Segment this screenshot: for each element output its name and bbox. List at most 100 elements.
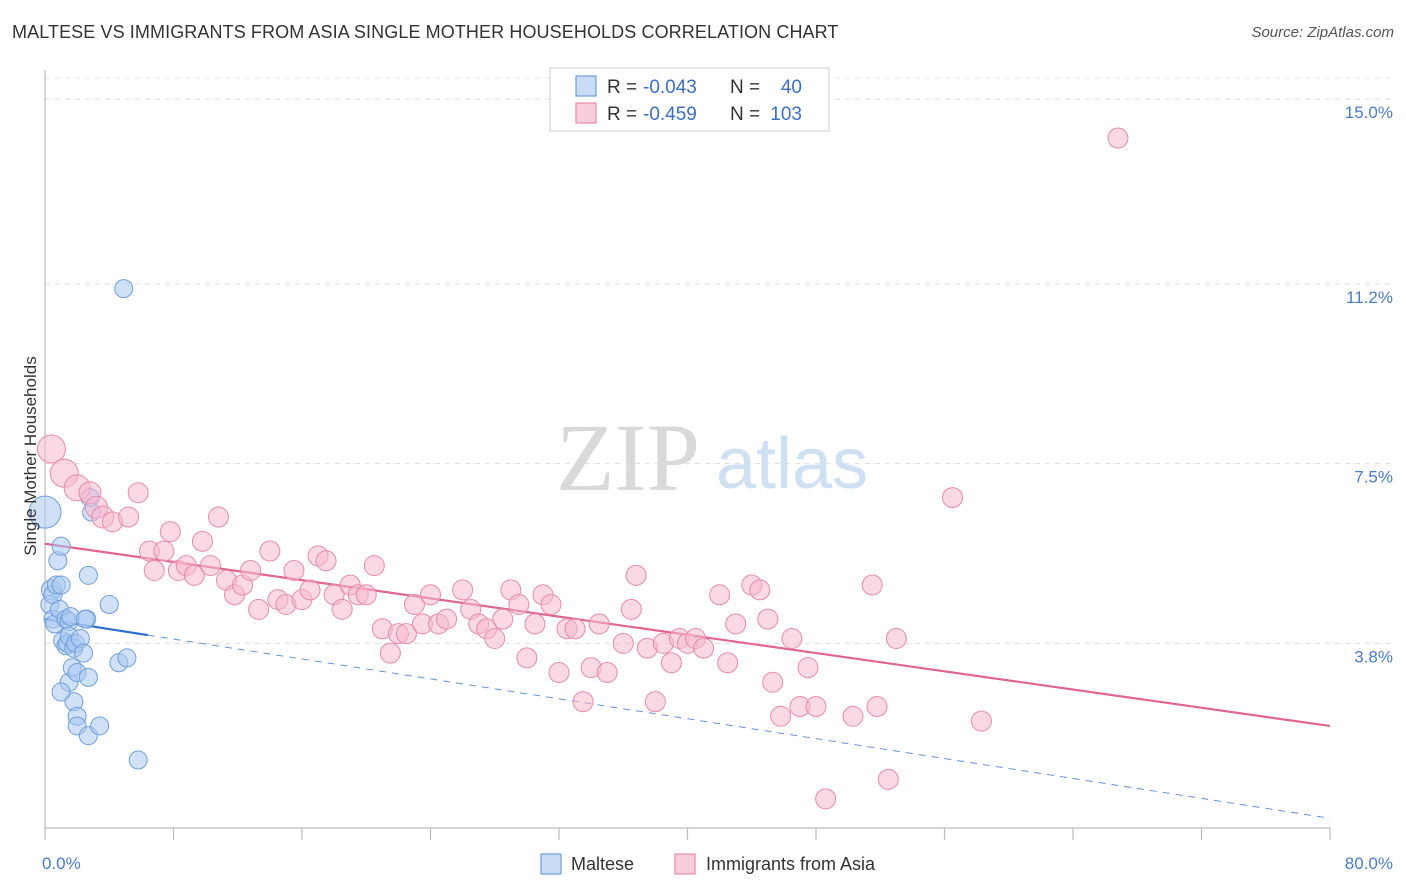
maltese-point (51, 536, 71, 556)
asia-point (436, 608, 458, 630)
asia-point (861, 574, 883, 596)
asia-point (191, 530, 213, 552)
asia-point (693, 637, 715, 659)
asia-point (842, 705, 864, 727)
asia-point (331, 598, 353, 620)
asia-point (492, 608, 514, 630)
legend-r-value-2: -0.459 (643, 104, 697, 125)
asia-point (781, 628, 803, 649)
asia-point (153, 540, 175, 562)
asia-point (299, 579, 321, 601)
asia-point (259, 540, 281, 562)
asia-point (118, 506, 140, 528)
asia-point (620, 598, 642, 620)
asia-point (548, 662, 570, 684)
asia-point (644, 691, 666, 713)
trend-line-dashed-0 (147, 634, 1331, 819)
bottom-legend-swatch-maltese (540, 853, 562, 875)
series-legend: Maltese Immigrants from Asia (540, 853, 876, 875)
bottom-legend-label-asia: Immigrants from Asia (706, 854, 876, 874)
chart-title: MALTESE VS IMMIGRANTS FROM ASIA SINGLE M… (12, 22, 839, 42)
asia-point (564, 618, 586, 640)
maltese-point (78, 565, 98, 585)
maltese-point (117, 648, 137, 668)
asia-point (970, 710, 992, 732)
legend-n-label-1: N = (730, 77, 765, 98)
legend-n-label-2: N = (730, 104, 765, 125)
maltese-point (74, 643, 94, 663)
asia-point (588, 613, 610, 635)
asia-point (403, 593, 425, 615)
asia-point (885, 628, 907, 649)
y-tick-label: 15.0% (1345, 103, 1393, 122)
asia-point (363, 555, 385, 577)
asia-point (143, 559, 165, 581)
y-tick-label: 11.2% (1346, 288, 1393, 307)
legend-r-value-1: -0.043 (643, 77, 697, 98)
asia-point (516, 647, 538, 669)
asia-point (207, 506, 229, 528)
maltese-point (99, 594, 119, 614)
asia-point (942, 487, 964, 509)
asia-point (757, 608, 779, 630)
axes: 3.8% 7.5% 11.2% 15.0% (44, 70, 1393, 840)
asia-point (717, 652, 739, 674)
asia-point (625, 564, 647, 586)
asia-point (877, 768, 899, 790)
watermark-atlas: atlas (716, 424, 868, 504)
maltese-point (51, 575, 71, 595)
gridlines (45, 77, 1392, 644)
asia-point (240, 559, 262, 581)
asia-point (540, 593, 562, 615)
maltese-point (128, 750, 148, 770)
asia-point (805, 696, 827, 718)
asia-point (612, 632, 634, 654)
asia-point (484, 628, 506, 649)
legend-r-label-1: R = (607, 77, 642, 98)
asia-point (36, 434, 66, 464)
maltese-point (75, 609, 95, 629)
asia-point (127, 482, 149, 504)
asia-point (183, 564, 205, 586)
data-points (28, 127, 1129, 810)
source-label: Source: ZipAtlas.com (1251, 24, 1394, 41)
asia-point (866, 696, 888, 718)
asia-point (770, 705, 792, 727)
asia-point (709, 584, 731, 606)
x-tick-label-right: 80.0% (1345, 854, 1393, 873)
y-axis-label: Single Mother Households (21, 356, 40, 555)
asia-point (660, 652, 682, 674)
legend-r-label-2: R = (607, 104, 642, 125)
asia-point (508, 593, 530, 615)
legend-swatch-asia (575, 102, 597, 124)
y-tick-label: 7.5% (1354, 468, 1393, 487)
asia-point (199, 555, 221, 577)
asia-point (355, 584, 377, 606)
asia-point (315, 550, 337, 572)
legend-swatch-maltese (575, 75, 597, 97)
asia-point (797, 657, 819, 679)
asia-point (762, 671, 784, 693)
asia-point (379, 642, 401, 664)
x-tick-label-left: 0.0% (42, 854, 81, 873)
maltese-point (114, 279, 134, 299)
y-tick-label: 3.8% (1354, 647, 1393, 666)
asia-point (749, 579, 771, 601)
asia-point (395, 623, 417, 645)
asia-point (596, 662, 618, 684)
legend-n-value-2: 103 (770, 104, 802, 125)
asia-point (420, 584, 441, 606)
asia-point (1107, 127, 1129, 149)
bottom-legend-swatch-asia (674, 853, 696, 875)
asia-point (572, 691, 594, 713)
maltese-point (51, 682, 71, 702)
maltese-point (28, 495, 62, 529)
bottom-legend-label-maltese: Maltese (571, 854, 634, 874)
watermark-zip: ZIP (556, 404, 700, 511)
asia-point (248, 598, 270, 620)
legend-n-value-1: 40 (781, 77, 802, 98)
maltese-point (90, 716, 110, 736)
asia-point (159, 521, 181, 543)
asia-point (452, 579, 474, 601)
asia-point (725, 613, 747, 635)
